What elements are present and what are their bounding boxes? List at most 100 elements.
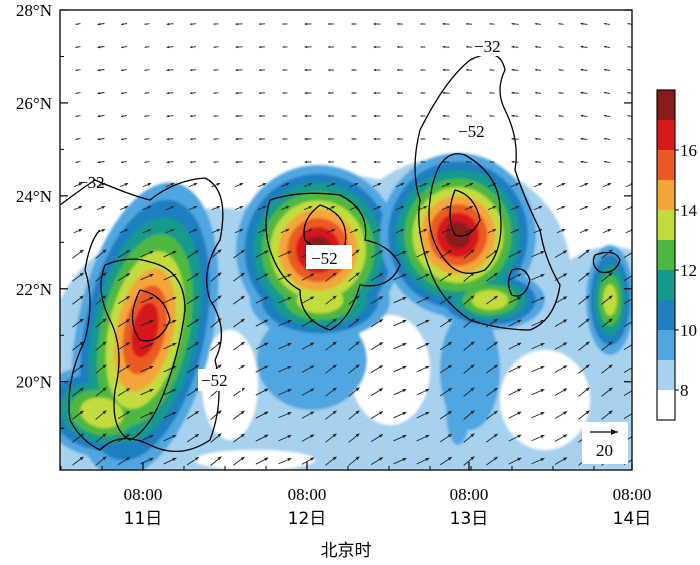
wind-vector xyxy=(234,205,244,211)
wind-vector xyxy=(487,228,497,234)
wind-vector xyxy=(163,411,177,419)
wind-vector xyxy=(418,182,428,188)
wind-vector xyxy=(351,115,357,117)
wind-vector xyxy=(327,22,335,26)
wind-vector xyxy=(463,456,475,466)
wind-vector xyxy=(257,228,267,234)
wind-vector xyxy=(189,46,197,49)
contour-label-52-b: −52 xyxy=(311,249,338,268)
field-patch xyxy=(446,375,470,445)
x-tick-day: 11日 xyxy=(124,509,163,529)
wind-vector xyxy=(442,137,450,141)
wind-vector xyxy=(234,228,244,234)
wind-vector xyxy=(603,45,611,48)
colorbar-band xyxy=(657,300,675,330)
colorbar-band xyxy=(657,90,675,120)
wind-vector xyxy=(601,295,613,305)
wind-vector xyxy=(508,273,522,281)
wind-vector xyxy=(534,160,542,163)
wind-vector xyxy=(580,68,588,72)
wind-vector xyxy=(142,182,152,188)
wind-vector xyxy=(396,22,404,26)
wind-vector xyxy=(511,68,519,72)
wind-vector xyxy=(348,387,360,397)
wind-vector xyxy=(373,22,381,26)
wind-vector xyxy=(304,137,312,141)
wind-vector xyxy=(554,411,568,419)
wind-vector xyxy=(327,45,335,49)
wind-vector xyxy=(416,250,430,258)
wind-vector xyxy=(163,457,177,465)
wind-vector xyxy=(186,249,200,259)
wind-vector xyxy=(623,390,632,396)
contour-label-52-a: −52 xyxy=(458,122,485,141)
wind-vector xyxy=(370,433,384,443)
x-tick-time: 08:00 xyxy=(288,485,327,504)
wind-vector xyxy=(144,138,150,140)
wind-vector xyxy=(465,45,473,48)
wind-vector xyxy=(301,342,315,350)
wind-vector xyxy=(554,296,568,304)
wind-vector xyxy=(210,272,222,282)
wind-vector xyxy=(464,205,474,211)
wind-vector xyxy=(602,182,612,188)
wind-vector xyxy=(144,69,150,71)
wind-vector xyxy=(623,413,632,419)
wind-vector xyxy=(508,365,522,373)
wind-vector xyxy=(558,138,564,140)
wind-vector xyxy=(603,137,611,140)
wind-vector xyxy=(554,457,568,465)
colorbar-label: 10 xyxy=(680,321,697,340)
wind-vector xyxy=(95,318,107,328)
x-tick-day: 12日 xyxy=(288,509,327,529)
wind-vector xyxy=(120,138,128,141)
wind-vector xyxy=(73,182,83,188)
wind-vector xyxy=(508,434,522,442)
wind-vector xyxy=(508,250,522,258)
wind-vector xyxy=(213,138,219,140)
wind-vector xyxy=(441,182,451,188)
wind-vector xyxy=(95,249,107,259)
wind-vector xyxy=(117,410,131,420)
wind-vector xyxy=(603,160,611,163)
wind-vector xyxy=(396,91,404,95)
wind-vector xyxy=(351,161,357,163)
wind-vector xyxy=(558,23,564,25)
wind-vector xyxy=(349,228,359,234)
wind-vector xyxy=(601,249,613,259)
wind-vector xyxy=(163,388,177,396)
wind-vector xyxy=(325,318,337,328)
wind-vector xyxy=(534,22,542,25)
wind-vector xyxy=(255,250,269,258)
wind-vector xyxy=(464,182,474,188)
wind-vector xyxy=(75,92,81,94)
wind-vector xyxy=(144,23,150,25)
wind-vector xyxy=(489,115,495,117)
wind-vector xyxy=(325,364,337,374)
wind-vector xyxy=(72,295,84,305)
wind-vector xyxy=(117,318,131,328)
wind-vector xyxy=(72,364,84,374)
wind-vector xyxy=(579,182,589,188)
wind-vector xyxy=(280,228,290,234)
wind-vector xyxy=(165,228,175,234)
wind-vector xyxy=(117,272,131,282)
wind-vector xyxy=(623,344,632,350)
wind-vector xyxy=(278,365,292,373)
wind-vector xyxy=(416,411,430,419)
wind-vector xyxy=(325,456,337,466)
wind-vector xyxy=(533,182,543,188)
wind-vector xyxy=(119,228,129,234)
wind-vector xyxy=(325,410,337,420)
wind-vector xyxy=(580,114,588,118)
wind-vector xyxy=(301,273,315,281)
wind-vector xyxy=(255,319,269,327)
wind-vector xyxy=(508,319,522,327)
wind-vector xyxy=(188,182,198,188)
wind-vector xyxy=(189,92,197,95)
wind-vector xyxy=(211,228,221,234)
wind-vector xyxy=(301,457,315,465)
wind-vector xyxy=(556,228,566,234)
wind-vector xyxy=(213,115,219,117)
wind-vector xyxy=(603,91,611,94)
